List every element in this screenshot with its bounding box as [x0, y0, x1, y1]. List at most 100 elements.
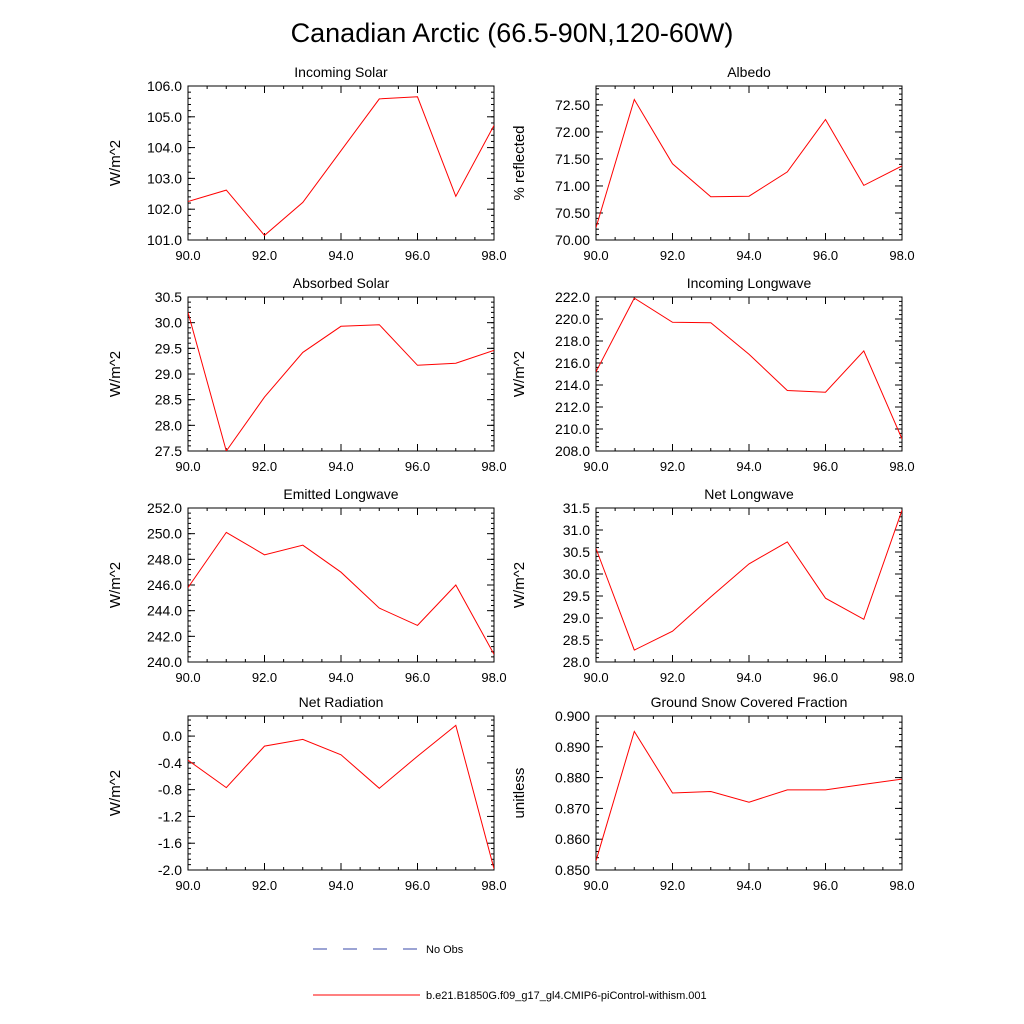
chart-panel: 90.0 92.0 94.0 96.0 98.0 -2.0 -1.6 -1.2 -0.8 -0.4… [107, 694, 507, 893]
y-tick-label: 27.5 [155, 443, 182, 459]
x-tick-label: 90.0 [175, 459, 200, 474]
y-tick-label: 30.5 [563, 544, 590, 560]
y-axis-label: W/m^2 [511, 562, 528, 608]
plot-frame [595, 507, 903, 663]
y-tick-label: 72.50 [555, 97, 590, 113]
y-tick-label: 28.5 [563, 632, 590, 648]
x-tick-label: 90.0 [583, 248, 608, 263]
series-line [596, 730, 902, 861]
chart-panel: 90.0 92.0 94.0 96.0 98.0 28.0 28.5 29.0 29.5 30.0… [511, 486, 915, 685]
y-tick-label: 0.860 [555, 831, 590, 847]
y-tick-label: 0.880 [555, 770, 590, 786]
chart-panel: 90.0 92.0 94.0 96.0 98.0 101.0 102.0 103.0 104.0… [107, 64, 507, 263]
x-tick-label: 94.0 [736, 670, 761, 685]
x-tick-label: 98.0 [889, 459, 914, 474]
series-line [188, 724, 494, 869]
y-tick-label: 71.00 [555, 178, 590, 194]
x-tick-label: 90.0 [583, 459, 608, 474]
x-tick-label: 98.0 [481, 670, 506, 685]
panel-title: Incoming Longwave [687, 275, 812, 291]
series-line [188, 312, 494, 451]
y-tick-label: 0.890 [555, 739, 590, 755]
y-tick-label: 31.5 [563, 500, 590, 516]
x-tick-label: 96.0 [405, 248, 430, 263]
panel-title: Ground Snow Covered Fraction [651, 694, 848, 710]
series-line [596, 297, 902, 440]
x-tick-label: 90.0 [175, 670, 200, 685]
legend-obs-label: No Obs [426, 944, 464, 956]
x-tick-label: 94.0 [736, 248, 761, 263]
y-tick-label: 252.0 [147, 500, 182, 516]
y-tick-label: 222.0 [555, 289, 590, 305]
x-tick-label: 96.0 [813, 878, 838, 893]
y-tick-label: 29.0 [155, 366, 182, 382]
chart-panel: 90.0 92.0 94.0 96.0 98.0 27.5 28.0 28.5 29.0 29.5… [107, 275, 507, 474]
x-tick-label: 92.0 [660, 459, 685, 474]
x-tick-label: 98.0 [481, 248, 506, 263]
y-axis-label: W/m^2 [107, 140, 124, 186]
y-tick-label: 220.0 [555, 311, 590, 327]
y-tick-label: 31.0 [563, 522, 590, 538]
y-axis-label: W/m^2 [107, 351, 124, 397]
x-tick-label: 96.0 [813, 670, 838, 685]
y-axis-label: % reflected [511, 125, 528, 200]
y-tick-label: -2.0 [158, 862, 182, 878]
x-tick-label: 96.0 [813, 248, 838, 263]
chart-panel: 90.0 92.0 94.0 96.0 98.0 240.0 242.0 244.0 246.0… [107, 486, 507, 685]
chart-panel: 90.0 92.0 94.0 96.0 98.0 208.0 210.0 212.0 214.0… [511, 275, 915, 474]
x-tick-label: 98.0 [889, 248, 914, 263]
y-tick-label: 104.0 [147, 140, 182, 156]
series-line [188, 96, 494, 237]
y-tick-label: 30.0 [563, 566, 590, 582]
y-tick-label: 105.0 [147, 109, 182, 125]
panel-title: Incoming Solar [294, 64, 388, 80]
x-tick-label: 92.0 [660, 878, 685, 893]
plot-frame [187, 85, 495, 241]
x-tick-label: 92.0 [252, 459, 277, 474]
x-tick-label: 98.0 [889, 878, 914, 893]
panel-title: Net Radiation [299, 694, 384, 710]
y-tick-label: 208.0 [555, 443, 590, 459]
x-tick-label: 96.0 [405, 878, 430, 893]
y-tick-label: 106.0 [147, 78, 182, 94]
y-tick-label: 29.0 [563, 610, 590, 626]
y-tick-label: 0.900 [555, 708, 590, 724]
x-tick-label: 94.0 [736, 878, 761, 893]
y-tick-label: 212.0 [555, 399, 590, 415]
x-tick-label: 94.0 [328, 670, 353, 685]
y-tick-label: 30.0 [155, 315, 182, 331]
x-tick-label: 90.0 [175, 248, 200, 263]
x-tick-label: 92.0 [252, 248, 277, 263]
panel-title: Net Longwave [704, 486, 794, 502]
y-tick-label: 0.0 [163, 728, 183, 744]
x-tick-label: 94.0 [328, 459, 353, 474]
y-tick-label: 248.0 [147, 551, 182, 567]
plot-frame [187, 507, 495, 663]
y-tick-label: 72.00 [555, 124, 590, 140]
y-tick-label: -1.6 [158, 835, 182, 851]
y-tick-label: 30.5 [155, 289, 182, 305]
x-tick-label: 92.0 [252, 878, 277, 893]
x-tick-label: 98.0 [889, 670, 914, 685]
y-tick-label: 70.50 [555, 205, 590, 221]
x-tick-label: 96.0 [813, 459, 838, 474]
plot-frame [187, 296, 495, 452]
legend-model-label: b.e21.B1850G.f09_g17_gl4.CMIP6-piControl… [426, 990, 707, 1002]
x-tick-label: 94.0 [328, 878, 353, 893]
y-tick-label: 28.0 [563, 654, 590, 670]
x-tick-label: 92.0 [252, 670, 277, 685]
series-line [188, 531, 494, 655]
x-tick-label: 90.0 [583, 670, 608, 685]
y-tick-label: 28.0 [155, 417, 182, 433]
chart-panel: 90.0 92.0 94.0 96.0 98.0 0.850 0.860 0.870 0.880… [511, 694, 915, 893]
y-tick-label: 103.0 [147, 170, 182, 186]
y-tick-label: 216.0 [555, 355, 590, 371]
y-axis-label: W/m^2 [511, 351, 528, 397]
x-tick-label: 96.0 [405, 459, 430, 474]
y-tick-label: -0.8 [158, 782, 182, 798]
plot-frame [595, 85, 903, 241]
y-tick-label: 250.0 [147, 526, 182, 542]
x-tick-label: 96.0 [405, 670, 430, 685]
y-tick-label: 0.870 [555, 800, 590, 816]
